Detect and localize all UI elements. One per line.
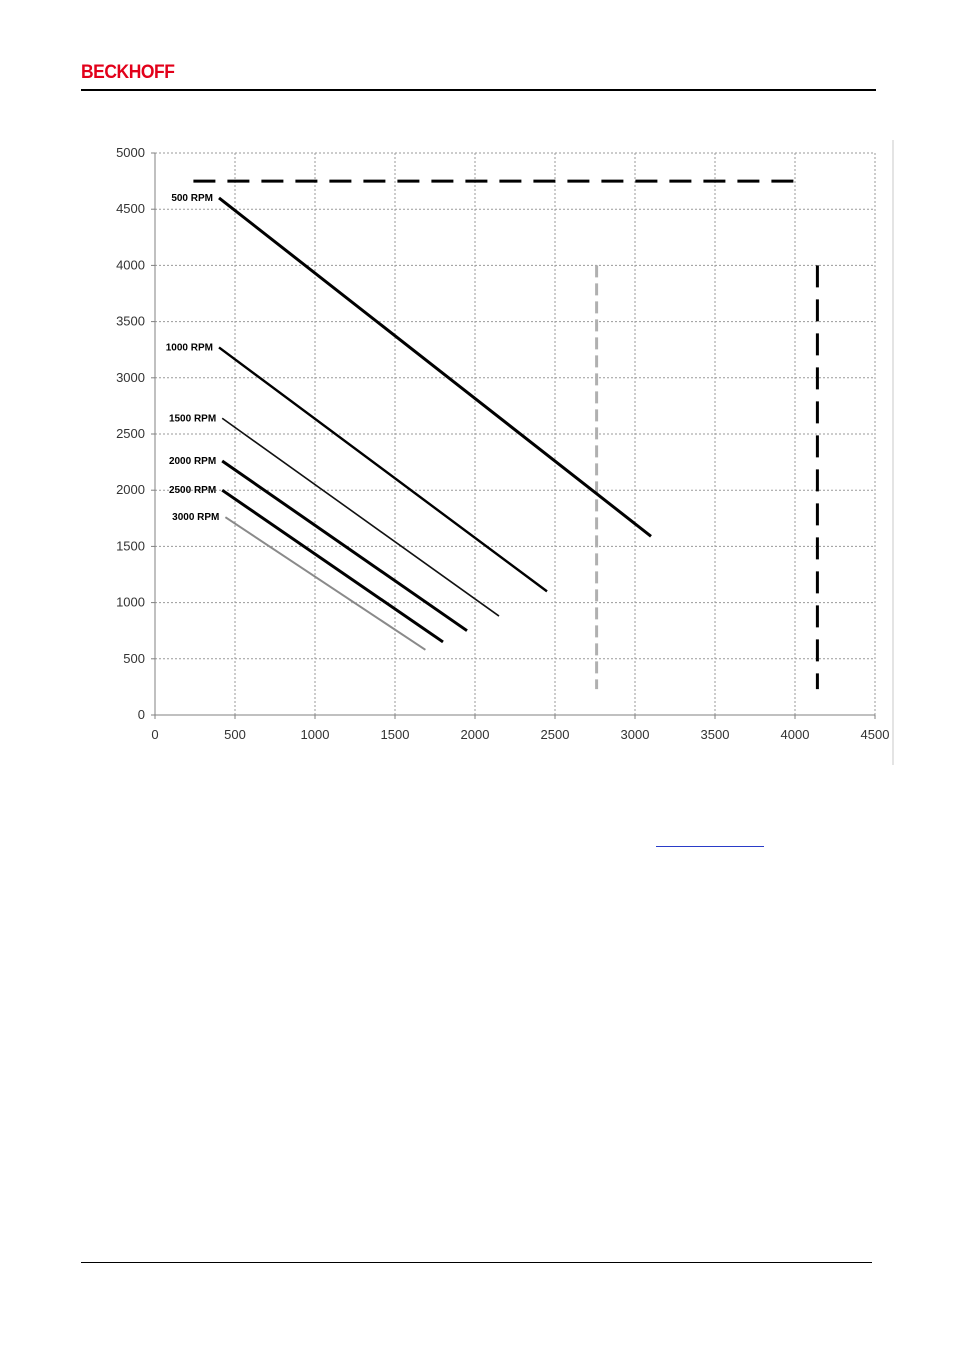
chart-tick-labels: 0 500 1000 1500 2000 2500 3000 3500 4000 4500 0 500… <box>116 145 889 742</box>
footer-rule <box>81 1262 872 1263</box>
chart-axes <box>151 140 894 765</box>
y-tick-label: 500 <box>123 651 145 666</box>
x-tick-label: 2000 <box>461 727 490 742</box>
series-line <box>221 488 444 644</box>
x-tick-label: 3000 <box>621 727 650 742</box>
series-label: 1000 RPM <box>166 342 213 353</box>
x-tick-label: 500 <box>224 727 246 742</box>
y-tick-label: 0 <box>138 707 145 722</box>
y-tick-label: 1500 <box>116 538 145 553</box>
beckhoff-logo: BECKHOFF <box>81 62 175 83</box>
series-line <box>221 459 468 632</box>
y-tick-label: 4500 <box>116 201 145 216</box>
y-tick-label: 2500 <box>116 426 145 441</box>
y-tick-label: 3000 <box>116 370 145 385</box>
x-tick-label: 3500 <box>701 727 730 742</box>
x-tick-label: 4500 <box>861 727 890 742</box>
series-label: 2000 RPM <box>169 456 216 467</box>
series-label: 2500 RPM <box>169 485 216 496</box>
x-tick-label: 1500 <box>381 727 410 742</box>
series-line <box>218 346 548 593</box>
series-line <box>221 417 500 617</box>
y-tick-label: 1000 <box>116 595 145 610</box>
x-tick-label: 0 <box>151 727 158 742</box>
header-rule <box>81 89 876 91</box>
chart-series <box>218 196 652 651</box>
x-tick-label: 2500 <box>541 727 570 742</box>
y-tick-label: 2000 <box>116 482 145 497</box>
chart-grid <box>155 152 876 715</box>
x-tick-label: 1000 <box>301 727 330 742</box>
hyperlink[interactable] <box>656 846 764 847</box>
chart-series-labels: 500 RPM 1000 RPM 1500 RPM 2000 RPM 2500 RPM 3… <box>166 193 220 523</box>
series-line <box>224 516 426 651</box>
y-tick-label: 4000 <box>116 257 145 272</box>
x-tick-label: 4000 <box>781 727 810 742</box>
series-line <box>218 196 652 538</box>
chart-limit-lines <box>193 179 819 690</box>
series-label: 500 RPM <box>171 193 213 204</box>
series-label: 1500 RPM <box>169 413 216 424</box>
y-tick-label: 5000 <box>116 145 145 160</box>
y-tick-label: 3500 <box>116 314 145 329</box>
series-label: 3000 RPM <box>172 512 219 523</box>
